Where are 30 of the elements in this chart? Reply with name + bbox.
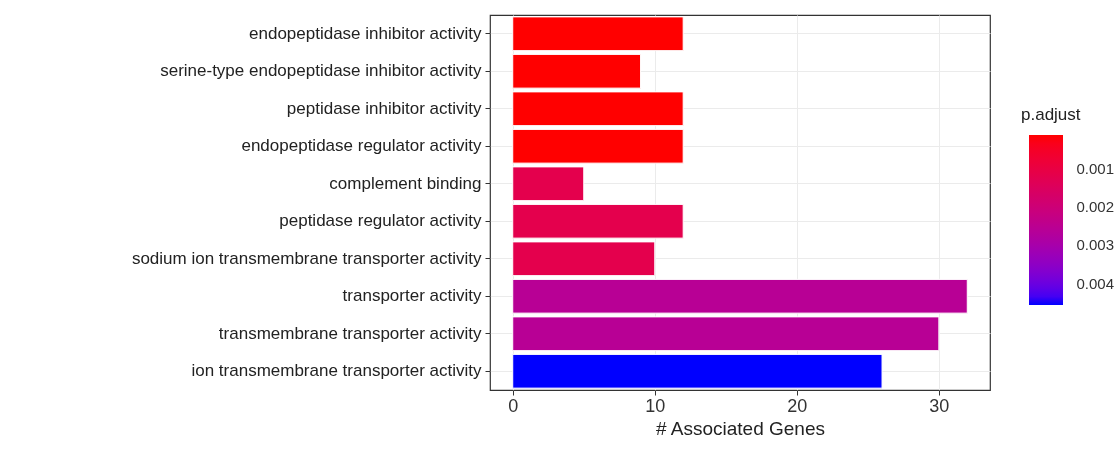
y-tick-label: endopeptidase inhibitor activity: [249, 23, 482, 43]
color-bar-title: p.adjust: [1021, 105, 1081, 124]
y-tick-label: peptidase regulator activity: [279, 211, 482, 231]
bar: [512, 16, 684, 52]
y-tick-label: endopeptidase regulator activity: [241, 136, 482, 156]
color-bar-label: 0.003: [1076, 236, 1114, 254]
x-tick-label: 30: [929, 395, 950, 416]
color-bar-label: 0.002: [1076, 197, 1114, 215]
bar: [512, 128, 684, 164]
y-tick-label: serine-type endopeptidase inhibitor activity: [160, 61, 482, 81]
color-bar-label: 0.004: [1076, 274, 1114, 292]
y-tick-label: ion transmembrane transporter activity: [191, 361, 482, 381]
bar: [512, 166, 585, 202]
bar: [512, 241, 656, 277]
y-tick-label: transporter activity: [342, 286, 482, 306]
y-tick-label: peptidase inhibitor activity: [286, 98, 482, 118]
bar: [512, 91, 684, 127]
x-axis-title: # Associated Genes: [656, 417, 825, 439]
bar: [512, 53, 642, 89]
bar: [512, 203, 684, 239]
y-tick-label: sodium ion transmembrane transporter activity: [131, 248, 482, 268]
y-tick-label: transmembrane transporter activity: [218, 323, 482, 343]
x-tick-label: 10: [645, 395, 666, 416]
x-tick-label: 0: [508, 395, 519, 416]
bar: [512, 316, 940, 352]
bar: [512, 278, 968, 314]
y-tick-label: complement binding: [329, 173, 482, 193]
color-bar-label: 0.001: [1076, 159, 1114, 177]
bar: [512, 353, 883, 389]
x-tick-label: 20: [787, 395, 808, 416]
